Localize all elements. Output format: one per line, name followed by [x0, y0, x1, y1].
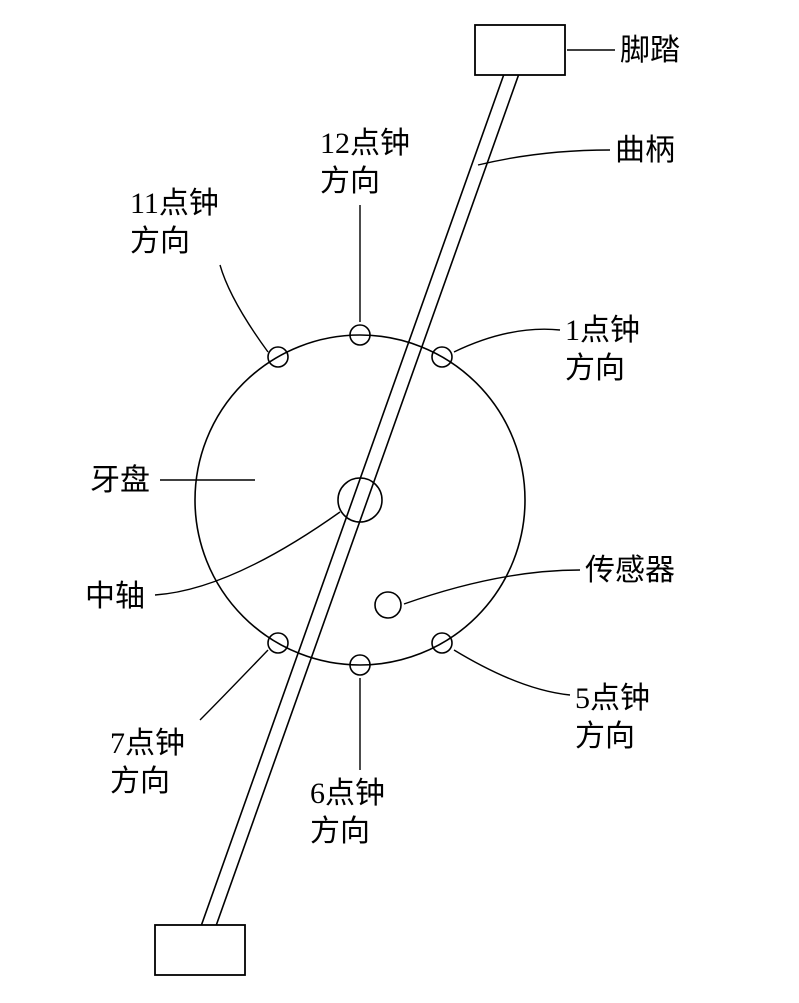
label-pedal: 脚踏	[620, 32, 680, 70]
label-clock11: 11点钟 方向	[130, 185, 219, 260]
clock-markers	[268, 325, 452, 675]
chainring-circle	[195, 335, 525, 665]
label-clock12: 12点钟 方向	[320, 125, 410, 200]
leader-crank	[478, 150, 610, 165]
center-axle-circle	[338, 478, 382, 522]
label-clock7: 7点钟 方向	[110, 725, 185, 800]
sensor-circle	[375, 592, 401, 618]
leader-clock-1	[454, 329, 560, 352]
label-clock6: 6点钟 方向	[310, 775, 385, 850]
label-center_axle: 中轴	[85, 578, 145, 616]
label-crank: 曲柄	[615, 132, 675, 170]
pedal-bottom	[155, 925, 245, 975]
leader-clock-11	[220, 265, 268, 352]
leader-clock-7	[200, 650, 268, 720]
label-clock5: 5点钟 方向	[575, 680, 650, 755]
pedal-top	[475, 25, 565, 75]
label-sensor: 传感器	[585, 552, 675, 590]
leader-clock-5	[454, 650, 570, 695]
label-chainring: 牙盘	[90, 462, 150, 500]
label-clock1: 1点钟 方向	[565, 312, 640, 387]
leader-center-axle	[155, 512, 340, 595]
